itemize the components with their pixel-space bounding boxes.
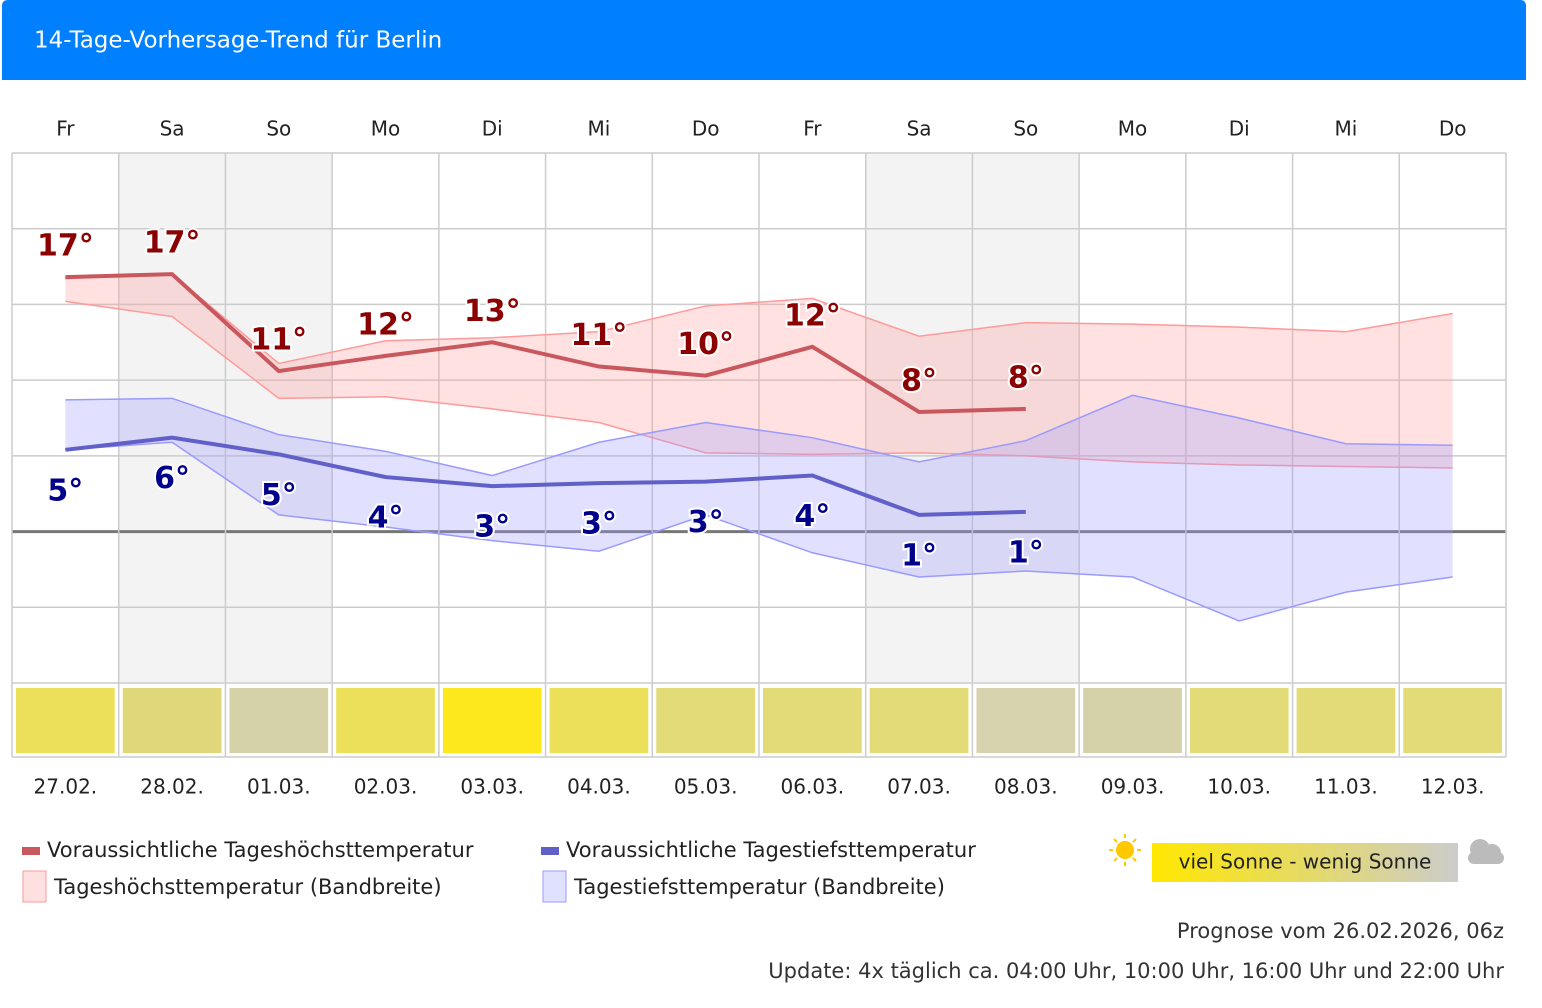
weekday-label: Di — [482, 117, 503, 141]
sun-box — [1189, 688, 1289, 753]
sun-box — [442, 688, 542, 753]
update-note: Update: 4x täglich ca. 04:00 Uhr, 10:00 … — [768, 959, 1504, 983]
sun-scale — [1152, 843, 1458, 882]
legend-label: Voraussichtliche Tageshöchsttemperatur — [47, 838, 474, 862]
weekend-shade — [225, 153, 333, 683]
weekday-label: Fr — [56, 117, 75, 141]
sun-box — [1083, 688, 1182, 753]
weekend-shade — [865, 153, 973, 683]
sun-box — [976, 688, 1076, 753]
legend-swatch — [542, 870, 567, 903]
date-label: 11.03. — [1314, 775, 1378, 799]
sun-box — [1296, 688, 1396, 753]
band-area — [65, 395, 1453, 621]
value-label: 5° — [261, 478, 297, 513]
value-label: 12° — [784, 298, 841, 333]
band-edge — [65, 441, 1453, 622]
weekday-label: Sa — [160, 117, 185, 141]
value-label: 5° — [47, 473, 83, 508]
date-label: 06.03. — [781, 775, 845, 799]
value-label: 8° — [1008, 360, 1044, 395]
temp-line — [65, 272, 1026, 414]
sun-box — [122, 688, 222, 753]
temp-line — [65, 435, 1026, 517]
date-label: 08.03. — [994, 775, 1058, 799]
header-bar — [2, 0, 1526, 80]
value-label: 3° — [688, 505, 724, 540]
value-label: 17° — [37, 229, 94, 264]
value-label: 12° — [357, 307, 414, 342]
sun-box — [1403, 688, 1502, 753]
value-label: 13° — [464, 294, 521, 329]
weekend-shade — [972, 153, 1080, 683]
legend-label: Tagestiefsttemperatur (Bandbreite) — [573, 875, 945, 899]
value-label: 1° — [901, 538, 937, 573]
title: 14-Tage-Vorhersage-Trend für Berlin — [34, 28, 442, 54]
legend-label: Tageshöchsttemperatur (Bandbreite) — [53, 875, 442, 899]
date-label: 07.03. — [887, 775, 951, 799]
cloud-icon — [1468, 839, 1504, 864]
date-label: 10.03. — [1207, 775, 1271, 799]
weekday-label: Mi — [588, 117, 611, 141]
sun-box — [549, 688, 649, 753]
date-label: 09.03. — [1101, 775, 1165, 799]
sun-box — [16, 688, 115, 753]
value-label: 6° — [154, 461, 190, 496]
weekday-label: Mi — [1335, 117, 1358, 141]
date-label: 05.03. — [674, 775, 738, 799]
value-label: 10° — [677, 327, 734, 362]
value-label: 4° — [794, 499, 830, 534]
band-edge — [65, 273, 1453, 365]
date-label: 27.02. — [34, 775, 98, 799]
sun-box — [656, 688, 755, 753]
legend-swatch — [22, 870, 47, 903]
legend-label: Voraussichtliche Tagestiefsttemperatur — [566, 838, 976, 862]
sun-legend: viel Sonne - wenig Sonne — [1179, 850, 1432, 874]
weekday-label: Di — [1229, 117, 1250, 141]
weekday-label: Mo — [371, 117, 401, 141]
weekday-label: So — [266, 117, 291, 141]
weekend-shade — [118, 153, 226, 683]
value-label: 4° — [368, 501, 404, 536]
value-label: 17° — [144, 226, 201, 261]
weekday-label: So — [1013, 117, 1038, 141]
value-label: 11° — [571, 318, 628, 353]
weekday-label: Do — [1439, 117, 1467, 141]
date-label: 03.03. — [460, 775, 524, 799]
value-label: 1° — [1008, 535, 1044, 570]
sun-box — [336, 688, 435, 753]
forecast-note: Prognose vom 26.02.2026, 06z — [1177, 919, 1504, 943]
date-label: 01.03. — [247, 775, 311, 799]
date-label: 02.03. — [354, 775, 418, 799]
band-area — [65, 274, 1453, 468]
value-label: 3° — [474, 510, 510, 545]
date-label: 12.03. — [1421, 775, 1485, 799]
weekday-label: Mo — [1118, 117, 1148, 141]
date-label: 28.02. — [140, 775, 204, 799]
legend-swatch — [541, 847, 559, 855]
sun-box — [869, 688, 969, 753]
date-label: 04.03. — [567, 775, 631, 799]
legend-swatch — [22, 847, 40, 855]
band-edge — [65, 394, 1453, 477]
weekday-label: Do — [692, 117, 720, 141]
sun-icon — [1109, 834, 1141, 866]
sun-box — [763, 688, 862, 753]
weekday-label: Fr — [803, 117, 822, 141]
value-label: 3° — [581, 507, 617, 542]
weekday-label: Sa — [907, 117, 932, 141]
sun-box — [229, 688, 329, 753]
band-edge — [65, 300, 1453, 469]
value-label: 8° — [901, 363, 937, 398]
value-label: 11° — [250, 323, 307, 358]
